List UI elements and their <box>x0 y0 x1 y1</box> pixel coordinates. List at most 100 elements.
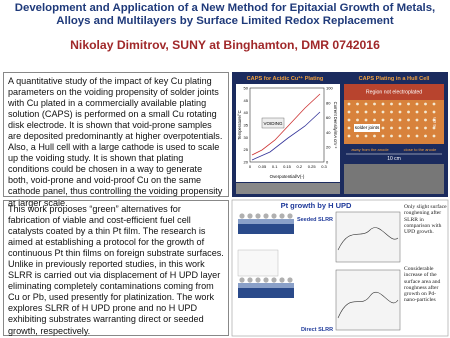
author: Nikolay Dimitrov, SUNY at Binghamton, DM… <box>70 38 380 52</box>
solder-joint <box>347 110 351 114</box>
x-tick-label: 0.25 <box>308 164 317 169</box>
graph <box>335 211 401 263</box>
graph-line <box>337 227 399 251</box>
x-tick-label: 0.15 <box>283 164 292 169</box>
label: Direct SLRR <box>301 327 333 333</box>
solder-joint <box>407 134 410 138</box>
y-tick-label: 50 <box>244 86 249 91</box>
note: close to the anode <box>404 147 437 152</box>
solder-joint <box>424 102 427 106</box>
solder-joint <box>347 126 351 130</box>
substrate <box>238 224 294 234</box>
solder-joint <box>407 118 410 122</box>
legend-box <box>237 249 279 277</box>
y-tick-label: 30 <box>244 135 249 140</box>
text-box: This work proposes “green” alternatives … <box>3 200 229 336</box>
solder-joint <box>398 134 402 138</box>
note: Considerable increase of the surface are… <box>404 266 441 304</box>
atom <box>263 213 269 219</box>
solder-joint <box>373 110 376 114</box>
substrate <box>238 288 294 298</box>
x-label: Overpotential/V(-) <box>270 174 305 179</box>
solder-joint <box>364 118 368 122</box>
y2-tick-label: 80 <box>326 100 331 105</box>
y-tick-label: 20 <box>244 160 249 165</box>
solder-joint <box>347 134 351 138</box>
graph-line <box>337 292 399 319</box>
solder-joint <box>381 118 385 122</box>
solder-joint <box>415 118 419 122</box>
graph <box>335 269 401 331</box>
solder-joint <box>432 110 436 114</box>
solder-joint <box>432 126 436 130</box>
atom <box>247 213 253 219</box>
region <box>344 84 444 100</box>
solder-joint <box>415 134 419 138</box>
solder-joint <box>373 118 376 122</box>
atom <box>239 277 245 283</box>
title: Development and Application of a New Met… <box>14 2 436 27</box>
solder-joint <box>424 118 427 122</box>
solder-joint <box>381 126 385 130</box>
fig-title: Pt growth by H UPD <box>281 201 352 210</box>
atom <box>239 213 245 219</box>
solder-joint <box>390 126 393 130</box>
solder-joint <box>432 134 436 138</box>
solder-joint <box>398 126 402 130</box>
atom <box>263 277 269 283</box>
solder-joint <box>398 118 402 122</box>
solder-joint <box>364 134 368 138</box>
photo <box>236 183 340 194</box>
solder-joint <box>390 134 393 138</box>
solder-joint <box>398 110 402 114</box>
solder-joint <box>364 102 368 106</box>
curve <box>251 111 321 161</box>
y2-tick-label: 100 <box>326 86 333 91</box>
solder-joint <box>415 126 419 130</box>
curve <box>251 93 321 156</box>
label: solder joints <box>355 125 380 130</box>
plot-frame <box>249 87 325 163</box>
y-label: Temperature/°C <box>237 110 242 139</box>
solder-joint <box>373 102 376 106</box>
x-tick-label: 0 <box>249 164 252 169</box>
atom <box>271 277 277 283</box>
atom <box>287 213 293 219</box>
solder-joint <box>356 118 359 122</box>
fig-title: CAPS Plating in a Hull Cell <box>359 76 430 82</box>
y-tick-label: 45 <box>244 98 249 103</box>
note: away from the anode <box>351 147 389 152</box>
solder-joint <box>356 102 359 106</box>
fig-title: CAPS for Acidic Cu²⁺ Plating <box>247 75 324 82</box>
solder-joint <box>415 110 419 114</box>
atom <box>287 277 293 283</box>
solder-joint <box>432 118 436 122</box>
y2-tick-label: 40 <box>326 130 331 135</box>
annotation-box <box>261 117 285 129</box>
layer <box>238 219 294 224</box>
solder-joint <box>381 134 385 138</box>
solder-joint <box>424 126 427 130</box>
solder-joint <box>364 110 368 114</box>
solder-joint <box>381 110 385 114</box>
solder-joint <box>381 102 385 106</box>
solder-joint <box>347 118 351 122</box>
solder-joint <box>390 102 393 106</box>
solder-joint <box>398 102 402 106</box>
solder-joint <box>432 102 436 106</box>
y-tick-label: 40 <box>244 110 249 115</box>
x-tick-label: 0.2 <box>297 164 303 169</box>
photo <box>344 164 444 194</box>
atom <box>255 277 261 283</box>
atom <box>255 213 261 219</box>
solder-joint <box>356 110 359 114</box>
label-box <box>354 124 380 132</box>
solder-joint <box>407 126 410 130</box>
atom <box>271 213 277 219</box>
region-label: Region not electroplated <box>366 89 422 95</box>
note: Only slight surface roughening after SLR… <box>404 204 447 236</box>
solder-joint <box>390 118 393 122</box>
atom <box>247 277 253 283</box>
